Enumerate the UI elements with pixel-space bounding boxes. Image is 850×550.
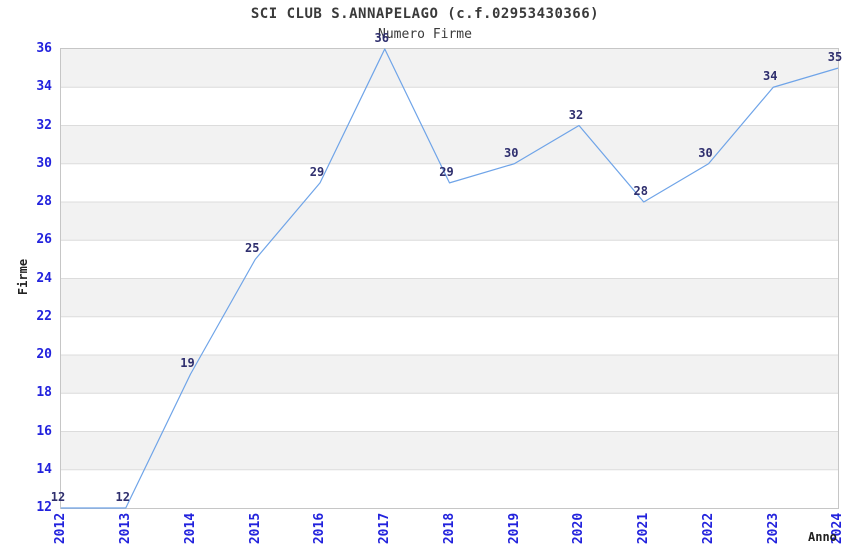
- x-tick: 2013: [106, 509, 146, 547]
- background-band: [61, 202, 838, 241]
- background-band: [61, 355, 838, 394]
- y-tick-label: 12: [36, 500, 52, 515]
- y-tick-label: 16: [36, 423, 52, 439]
- y-tick-label: 28: [36, 194, 52, 209]
- point-value-label: 36: [374, 31, 389, 45]
- chart-title: SCI CLUB S.ANNAPELAGO (c.f.02953430366): [250, 6, 600, 22]
- x-tick: 2018: [430, 509, 470, 547]
- x-tick-label: 2017: [377, 512, 393, 544]
- x-tick: 2012: [41, 509, 81, 547]
- x-axis-label: Anno: [808, 530, 837, 544]
- line-chart-svg: [61, 48, 839, 509]
- y-tick-label: 22: [36, 308, 52, 324]
- y-tick-label: 24: [36, 270, 52, 286]
- y-tick-label: 26: [36, 232, 52, 248]
- plot-area: [60, 48, 839, 509]
- background-band: [61, 87, 838, 126]
- chart-subtitle: Numero Firme: [378, 27, 472, 42]
- point-value-label: 30: [698, 145, 713, 160]
- x-tick-label: 2023: [765, 512, 781, 544]
- background-band: [61, 431, 838, 470]
- x-tick-label: 2020: [571, 512, 587, 544]
- point-value-label: 12: [50, 490, 66, 504]
- point-value-label: 12: [115, 490, 130, 504]
- point-value-label: 19: [180, 356, 195, 371]
- x-tick: 2015: [235, 509, 275, 547]
- point-value-label: 32: [568, 107, 584, 122]
- x-tick: 2022: [689, 509, 729, 547]
- x-tick-label: 2015: [247, 512, 263, 544]
- background-band: [61, 469, 838, 508]
- point-value-label: 30: [504, 145, 519, 160]
- y-tick-label: 18: [36, 385, 52, 401]
- y-tick-label: 20: [36, 347, 52, 362]
- x-tick-label: 2021: [636, 512, 652, 544]
- background-band: [61, 393, 838, 432]
- background-band: [61, 316, 838, 355]
- y-tick-label: 30: [36, 155, 52, 171]
- y-tick-label: 14: [36, 461, 52, 477]
- x-tick-label: 2014: [183, 512, 198, 544]
- x-tick: 2021: [624, 509, 664, 547]
- x-tick: 2014: [171, 509, 211, 547]
- y-tick-label: 32: [36, 117, 52, 133]
- point-value-label: 29: [439, 164, 454, 179]
- background-band: [61, 125, 838, 164]
- x-tick-label: 2013: [118, 512, 134, 544]
- x-tick: 2020: [559, 509, 599, 547]
- x-tick-label: 2018: [442, 512, 457, 544]
- point-value-label: 34: [763, 69, 778, 84]
- background-band: [61, 278, 838, 317]
- point-value-label: 35: [827, 50, 843, 65]
- background-band: [61, 240, 838, 279]
- x-tick-label: 2019: [506, 512, 522, 544]
- x-tick-label: 2012: [53, 512, 69, 544]
- x-tick: 2023: [753, 509, 793, 547]
- line-series: [61, 48, 839, 509]
- x-tick-label: 2022: [701, 512, 716, 544]
- point-value-label: 25: [245, 241, 260, 256]
- y-tick-label: 34: [36, 79, 52, 95]
- x-tick: 2019: [494, 509, 534, 547]
- y-tick-label: 36: [36, 41, 52, 56]
- x-tick: 2016: [300, 509, 340, 547]
- point-value-label: 29: [309, 164, 325, 179]
- x-tick: 2017: [365, 509, 405, 547]
- background-band: [61, 49, 838, 88]
- x-tick-label: 2016: [312, 512, 328, 544]
- point-value-label: 28: [633, 184, 648, 198]
